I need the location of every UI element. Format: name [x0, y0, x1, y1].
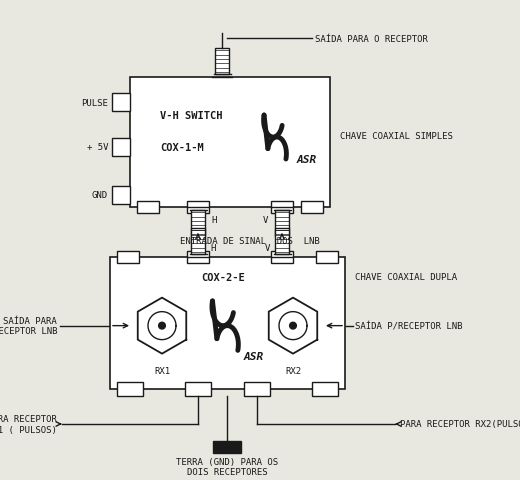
- Text: RX1: RX1: [154, 366, 170, 375]
- Bar: [271, 202, 293, 214]
- Text: + 5V: + 5V: [86, 143, 108, 152]
- Text: PARA RECEPTOR RX2(PULSOS): PARA RECEPTOR RX2(PULSOS): [400, 420, 520, 429]
- Text: ENTRADA DE SINAL  DOS  LNB: ENTRADA DE SINAL DOS LNB: [180, 237, 320, 246]
- Bar: [215, 49, 229, 75]
- Text: RX2: RX2: [285, 366, 301, 375]
- Text: ASR: ASR: [297, 155, 317, 165]
- Text: TERRA (GND) PARA OS
DOIS RECEPTORES: TERRA (GND) PARA OS DOIS RECEPTORES: [176, 457, 278, 477]
- Circle shape: [159, 323, 165, 329]
- Bar: [316, 252, 338, 264]
- Bar: [213, 441, 241, 453]
- Bar: [312, 382, 338, 396]
- Bar: [112, 139, 130, 156]
- Text: SAÍDA P/RECEPTOR LNB: SAÍDA P/RECEPTOR LNB: [355, 322, 462, 330]
- Bar: [191, 228, 205, 254]
- Bar: [112, 94, 130, 112]
- Text: PULSE: PULSE: [81, 98, 108, 107]
- Bar: [271, 252, 293, 264]
- Text: ASR: ASR: [243, 351, 264, 361]
- Polygon shape: [269, 298, 317, 354]
- Bar: [117, 252, 139, 264]
- Text: SAÍDA PARA
RECEPTOR LNB: SAÍDA PARA RECEPTOR LNB: [0, 316, 57, 336]
- Bar: [137, 202, 159, 214]
- Bar: [191, 211, 205, 237]
- Bar: [244, 382, 270, 396]
- Bar: [112, 187, 130, 204]
- Text: H: H: [210, 243, 215, 252]
- Text: GND: GND: [92, 191, 108, 200]
- Text: CHAVE COAXIAL DUPLA: CHAVE COAXIAL DUPLA: [355, 273, 457, 282]
- Text: H: H: [211, 216, 216, 225]
- Bar: [275, 228, 289, 254]
- Text: CHAVE COAXIAL SIMPLES: CHAVE COAXIAL SIMPLES: [340, 132, 453, 141]
- Text: COX-1-M: COX-1-M: [160, 143, 204, 153]
- Bar: [117, 382, 143, 396]
- Bar: [275, 211, 289, 237]
- Bar: [301, 202, 323, 214]
- Bar: [187, 252, 209, 264]
- Bar: [185, 382, 211, 396]
- Text: V: V: [263, 216, 268, 225]
- Bar: [187, 202, 209, 214]
- Text: COX-2-E: COX-2-E: [201, 273, 245, 282]
- Bar: [130, 78, 330, 207]
- Text: V: V: [265, 243, 270, 252]
- Text: V-H SWITCH: V-H SWITCH: [160, 111, 223, 121]
- Circle shape: [290, 323, 296, 329]
- Bar: [110, 257, 345, 389]
- Text: SAÍDA PARA O RECEPTOR: SAÍDA PARA O RECEPTOR: [315, 35, 428, 43]
- Polygon shape: [138, 298, 186, 354]
- Text: PARA RECEPTOR
RX1 ( PULSOS): PARA RECEPTOR RX1 ( PULSOS): [0, 414, 57, 434]
